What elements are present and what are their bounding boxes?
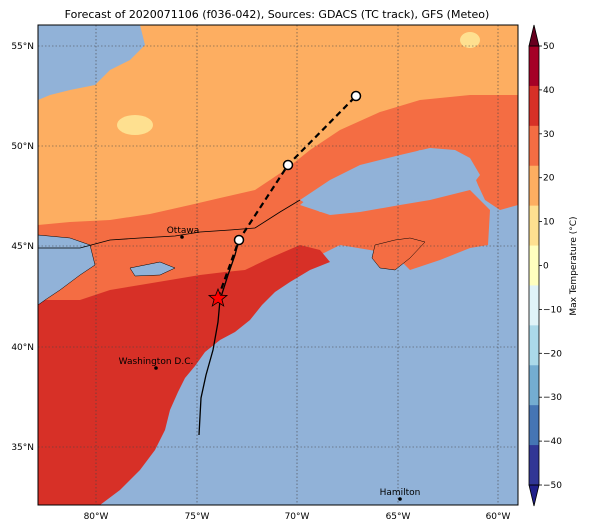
colorbar-tick-label: 40 [543,86,555,96]
us-canada-border [38,199,301,249]
colorbar-segment [529,405,539,446]
track-point-2 [282,159,294,171]
colorbar-tick-label: 10 [543,218,555,228]
colorbar-segment [529,46,539,87]
colorbar-tick-label: −50 [543,481,562,491]
map-panel: Ottawa Washington D.C. Hamilton [38,25,518,505]
city-dot-ottawa [180,235,184,239]
cold-patch [460,32,480,48]
lat-tick-label: 55°N [11,42,34,52]
colorbar-segment [529,165,539,207]
gridlines [38,25,518,505]
lon-axis: 80°W 75°W 70°W 65°W 60°W [84,512,511,522]
figure-title: Forecast of 2020071106 (f036-042), Sourc… [65,8,490,21]
lat-tick-label: 40°N [11,343,34,353]
lon-tick-label: 60°W [486,512,511,522]
gulf-st-lawrence [300,148,480,212]
colorbar-tick-label: 50 [543,42,555,52]
lon-tick-label: 70°W [285,512,310,522]
cool-patch [117,115,153,135]
lake-ontario [129,261,176,277]
colorbar-tick-label: 20 [543,174,555,184]
colorbar-segments [529,46,539,486]
colorbar-tick-label: −10 [543,305,562,315]
track-point-1 [233,234,245,246]
city-label-hamilton: Hamilton [380,488,421,498]
colorbar-tick-label: 0 [543,262,549,272]
colorbar-segment [529,125,539,167]
colorbar-tick-label: 30 [543,130,555,140]
lat-tick-label: 35°N [11,443,34,453]
forecast-track-line [216,95,357,299]
colorbar-tick-label: −20 [543,349,562,359]
colorbar-top-extend [528,24,540,47]
lon-tick-label: 75°W [185,512,210,522]
colorbar-segment [529,85,539,127]
colorbar-label: Max Temperature (°C) [569,216,579,315]
colorbar-bottom-extend [528,484,540,507]
colorbar-tick-label: −30 [543,393,562,403]
observed-track-line [198,239,240,436]
map-frame [37,24,519,506]
storm-position-star-icon [207,287,229,307]
lat-axis: 55°N 50°N 45°N 40°N 35°N [11,42,34,453]
land-newfoundland [470,130,518,210]
colorbar-segment [529,245,539,286]
colorbar-segment [529,285,539,326]
great-lakes [38,234,96,306]
colorbar-segment [529,365,539,406]
colorbar-segment [529,325,539,366]
colorbar-tick-label: −40 [543,437,562,447]
track-point-3 [350,90,362,102]
lat-tick-label: 50°N [11,142,34,152]
james-bay [38,25,145,100]
colorbar-segment [529,205,539,247]
colorbar-ticks: 50 40 30 20 10 0 −10 −20 −30 −40 −50 [539,42,562,491]
colorbar: 50 40 30 20 10 0 −10 −20 −30 −40 −50 Max Temperatu… [528,24,579,507]
lon-tick-label: 80°W [84,512,109,522]
lon-tick-label: 65°W [386,512,411,522]
colorbar-segment [529,445,539,486]
city-label-washington: Washington D.C. [119,357,194,367]
lat-tick-label: 45°N [11,242,34,252]
city-label-ottawa: Ottawa [167,226,200,236]
land-hot-region [38,245,330,505]
city-dot-hamilton [398,497,402,501]
city-dot-washington [154,366,158,370]
